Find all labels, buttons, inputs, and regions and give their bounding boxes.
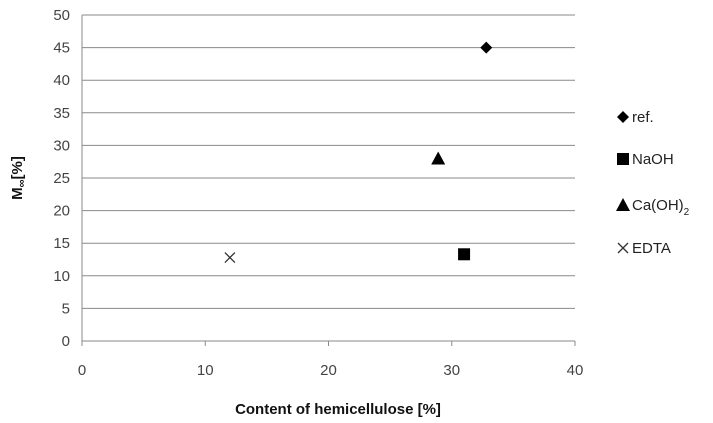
legend-item-2: NaOH [617,151,674,168]
y-tick-5: 5 [62,300,70,317]
legend-marker-2 [617,153,629,165]
data-points [224,41,493,264]
legend-label-text-1: ref. [632,109,654,126]
y-axis-label-main: M [9,187,26,200]
x-tick-30: 30 [443,362,460,379]
legend-marker-3 [616,198,630,211]
y-tick-15: 15 [53,235,70,252]
legend: ref. NaOH Ca(OH)2 EDTA [616,109,690,257]
legend-marker-1 [617,111,629,123]
y-axis-label: M∞[%] [9,156,28,200]
axes [81,15,576,346]
data-point-3-1 [431,151,446,165]
y-axis-label-unit: [%] [9,156,26,179]
y-tick-50: 50 [53,7,70,24]
legend-label-2: NaOH [632,151,674,168]
x-axis-label: Content of hemicellulose [%] [235,401,441,418]
legend-item-4: EDTA [617,240,671,257]
y-axis-label-sub: ∞ [16,179,28,187]
y-tick-35: 35 [53,105,70,122]
x-tick-0: 0 [78,362,86,379]
data-point-1-1 [480,41,493,54]
y-tick-20: 20 [53,203,70,220]
legend-label-4: EDTA [632,240,671,257]
y-tick-10: 10 [53,268,70,285]
x-tick-labels: 0 10 20 30 40 [78,362,584,379]
legend-item-3: Ca(OH)2 [616,197,690,218]
legend-item-1: ref. [617,109,654,126]
y-tick-45: 45 [53,40,70,57]
legend-label-3: Ca(OH)2 [632,197,690,218]
legend-label-text-4: EDTA [632,240,671,257]
data-point-2-1 [458,248,471,261]
legend-label-subscript-3: 2 [684,207,690,218]
y-tick-30: 30 [53,137,70,154]
y-tick-40: 40 [53,72,70,89]
x-tick-20: 20 [320,362,337,379]
legend-marker-4 [617,242,629,254]
gridlines [82,14,575,342]
y-tick-0: 0 [62,333,70,350]
data-point-4-1 [224,252,236,264]
legend-label-text-3: Ca(OH) [632,197,684,214]
legend-label-text-2: NaOH [632,151,674,168]
x-tick-10: 10 [197,362,214,379]
legend-label-1: ref. [632,109,654,126]
x-tick-40: 40 [567,362,584,379]
y-tick-25: 25 [53,170,70,187]
y-tick-labels: 0 5 10 15 20 25 30 35 40 45 50 [53,7,70,350]
